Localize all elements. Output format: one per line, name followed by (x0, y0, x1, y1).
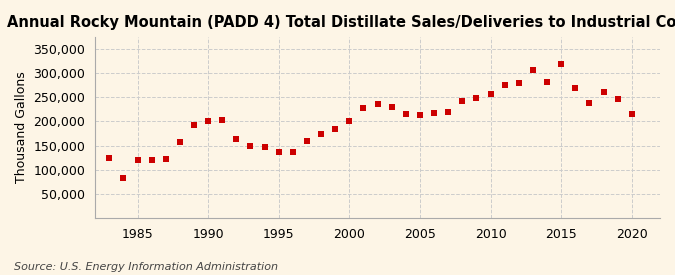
Y-axis label: Thousand Gallons: Thousand Gallons (15, 72, 28, 183)
Point (358, 106, 369, 110)
Point (273, 150, 284, 155)
Point (598, 90, 609, 95)
Point (514, 81, 524, 85)
Point (570, 86, 580, 91)
Point (302, 139, 313, 143)
Point (231, 137, 242, 141)
Point (527, 67, 538, 72)
Point (288, 150, 298, 154)
Point (174, 140, 185, 144)
Point (188, 123, 199, 127)
Point (386, 104, 397, 109)
Point (372, 102, 383, 107)
Point (457, 98, 468, 103)
Point (414, 112, 425, 117)
Point (161, 157, 171, 161)
Point (471, 96, 482, 100)
Point (400, 112, 411, 116)
Point (104, 155, 115, 160)
Title: Annual Rocky Mountain (PADD 4) Total Distillate Sales/Deliveries to Industrial C: Annual Rocky Mountain (PADD 4) Total Dis… (7, 15, 675, 30)
Point (330, 127, 341, 131)
Point (132, 157, 143, 162)
Point (626, 111, 637, 116)
Point (556, 62, 566, 67)
Point (500, 82, 510, 87)
Point (612, 97, 623, 101)
Point (443, 109, 454, 114)
Point (259, 145, 270, 149)
Point (584, 101, 595, 105)
Point (202, 119, 213, 123)
Text: Source: U.S. Energy Information Administration: Source: U.S. Energy Information Administ… (14, 262, 277, 272)
Point (245, 144, 256, 149)
Point (429, 111, 439, 115)
Point (344, 119, 355, 123)
Point (118, 176, 129, 180)
Point (217, 118, 227, 123)
Point (485, 92, 496, 97)
Point (146, 157, 157, 162)
Point (541, 79, 552, 84)
Point (316, 132, 327, 136)
